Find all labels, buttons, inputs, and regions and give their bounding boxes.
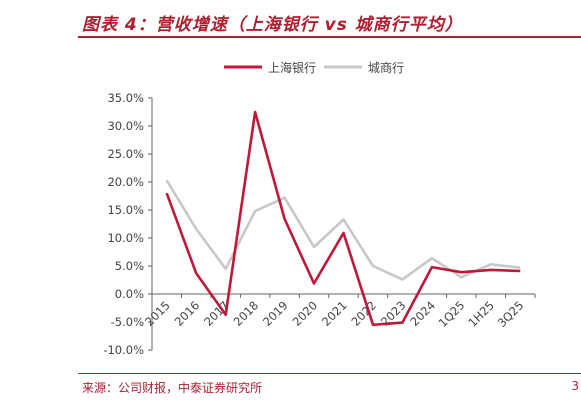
series-group [165,110,521,327]
legend: 上海银行 城商行 [224,60,404,75]
x-tick-label: 2019 [260,298,291,329]
chart-title: 图表 4：营收增速（上海银行 vs 城商行平均） [82,15,463,35]
x-tick-label: 1Q25 [436,298,468,330]
x-tick-label: 1H25 [465,298,497,330]
y-tick-label: 0.0% [115,287,144,301]
x-tick-label: 2018 [231,298,262,329]
x-tick-label: 2015 [142,298,173,329]
y-tick-label: 30.0% [107,119,144,133]
legend-label: 城商行 [368,60,404,75]
x-tick-label: 2016 [172,298,203,329]
legend-label: 上海银行 [268,60,316,75]
y-tick-label: 5.0% [115,259,144,273]
y-tick-label: 25.0% [107,147,144,161]
source-note: 来源：公司财报，中泰证券研究所 [82,381,263,395]
x-tick-label: 2020 [290,298,321,329]
y-tick-label: 10.0% [107,231,144,245]
footer-rule [78,373,581,374]
y-tick-label: -5.0% [111,315,144,329]
edge-mark: 3 [571,379,579,393]
axes: 35.0% 30.0% 25.0% 20.0% 15.0% 10.0% 5.0% 0.0% -5… [103,91,536,357]
y-tick-label: 35.0% [107,91,144,105]
y-tick-label: -10.0% [103,343,144,357]
x-tick-label: 3Q25 [495,298,527,330]
y-tick-label: 20.0% [107,175,144,189]
title-rule [78,36,581,38]
x-tick-label: 2021 [319,298,350,329]
y-tick-label: 15.0% [107,203,144,217]
series-line-city-commercial-banks [165,179,521,281]
